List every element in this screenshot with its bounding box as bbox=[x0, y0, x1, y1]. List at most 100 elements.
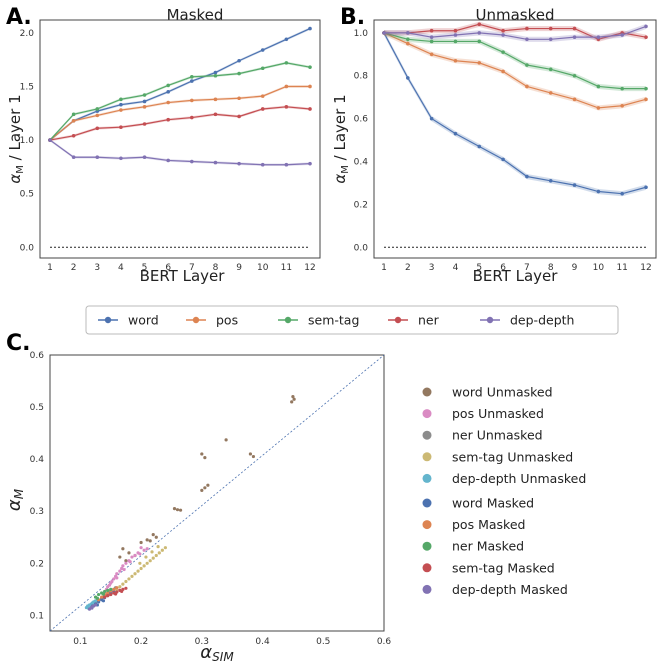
panel-a-ylabel: αM / Layer 1 bbox=[6, 94, 26, 183]
b-xtick: 4 bbox=[453, 263, 459, 273]
scatter-point bbox=[139, 540, 143, 545]
c-ytick: 0.1 bbox=[30, 611, 44, 621]
scatter-point bbox=[106, 588, 110, 592]
scatter-point bbox=[138, 561, 142, 565]
data-point-dep-depth bbox=[548, 37, 553, 42]
data-point-pos bbox=[620, 103, 624, 108]
data-point-dep-depth bbox=[237, 161, 241, 166]
scatter-point bbox=[118, 555, 122, 559]
scatter-point bbox=[124, 559, 128, 563]
data-point-dep-depth bbox=[166, 158, 170, 163]
scatter-point bbox=[101, 599, 106, 603]
data-point-word bbox=[501, 157, 505, 162]
c-xtick: 0.4 bbox=[255, 637, 270, 647]
data-point-dep-depth bbox=[477, 31, 482, 35]
legend-c-label: pos Unmasked bbox=[452, 406, 544, 421]
data-point-pos bbox=[95, 113, 100, 118]
scatter-point bbox=[124, 561, 128, 565]
data-point-ner bbox=[119, 125, 123, 130]
series-line-pos bbox=[383, 32, 647, 109]
data-point-pos bbox=[308, 84, 312, 89]
b-ytick: 1.0 bbox=[354, 29, 369, 39]
scatter-point bbox=[163, 546, 167, 550]
scatter-point bbox=[291, 395, 295, 399]
data-point-pos bbox=[406, 41, 410, 46]
series-band-word bbox=[50, 27, 310, 142]
scatter-point bbox=[175, 508, 180, 512]
scatter-point bbox=[121, 564, 125, 568]
panel-c-xlabel: αSIM bbox=[200, 642, 234, 664]
data-point-sem-tag bbox=[71, 112, 76, 117]
legend-c-marker bbox=[422, 520, 432, 530]
data-point-pos bbox=[119, 108, 123, 112]
data-point-dep-depth bbox=[644, 24, 648, 29]
series-band-pos bbox=[50, 85, 310, 142]
legend-c-label: dep-depth Unmasked bbox=[452, 471, 586, 486]
data-point-pos bbox=[596, 106, 601, 110]
panel-b-frame bbox=[373, 19, 657, 259]
data-point-sem-tag bbox=[284, 61, 289, 65]
panel-c: C. αSIM αM 0.1 0.2 0.3 0.4 0.5 0.60.10.20.30.… bbox=[4, 331, 391, 664]
data-point-dep-depth bbox=[71, 155, 76, 160]
data-point-dep-depth bbox=[284, 162, 289, 167]
legend-c-marker bbox=[422, 430, 432, 440]
data-point-word bbox=[477, 144, 482, 149]
data-point-dep-depth bbox=[308, 161, 312, 166]
data-point-dep-depth bbox=[190, 159, 194, 164]
data-point-sem-tag bbox=[237, 71, 241, 76]
data-point-sem-tag bbox=[525, 63, 529, 67]
series-line-sem-tag bbox=[383, 32, 646, 90]
c-xtick: 0.1 bbox=[73, 637, 87, 647]
data-point-dep-depth bbox=[429, 35, 434, 39]
scatter-point bbox=[106, 585, 110, 589]
legend-c-label: ner Unmasked bbox=[452, 428, 543, 443]
b-xtick: 1 bbox=[381, 263, 387, 273]
panel-c-ticks: 0.1 0.2 0.3 0.4 0.5 0.6 0.1 0.2 0.3 0.4 0.5 0.6 bbox=[30, 351, 392, 647]
data-point-dep-depth bbox=[48, 138, 52, 142]
scatter-point bbox=[130, 555, 134, 559]
scatter-point bbox=[128, 560, 132, 564]
scatter-point bbox=[100, 595, 104, 599]
scatter-point bbox=[112, 577, 116, 581]
data-point-word bbox=[429, 116, 434, 121]
legend-label-sem-tag: sem-tag bbox=[308, 313, 359, 328]
data-point-dep-depth bbox=[95, 155, 100, 160]
scatter-point bbox=[251, 454, 256, 459]
c-ytick: 0.4 bbox=[30, 455, 45, 465]
b-xtick: 8 bbox=[548, 263, 554, 273]
series-band-word bbox=[384, 30, 646, 197]
scatter-point bbox=[115, 572, 119, 576]
data-point-pos bbox=[501, 69, 505, 74]
scatter-point bbox=[203, 486, 207, 490]
scatter-point bbox=[121, 547, 125, 551]
scatter-point bbox=[203, 455, 207, 460]
scatter-point bbox=[120, 566, 124, 571]
data-point-sem-tag bbox=[406, 37, 410, 42]
scatter-point bbox=[200, 452, 204, 456]
data-point-pos bbox=[548, 91, 553, 95]
scatter-point bbox=[206, 483, 210, 487]
legend-c-marker bbox=[422, 409, 432, 419]
data-point-ner bbox=[644, 35, 648, 39]
scatter-point bbox=[113, 592, 118, 596]
diagonal-line bbox=[49, 354, 385, 632]
data-point-dep-depth bbox=[620, 33, 624, 37]
a-xtick: 12 bbox=[304, 263, 315, 273]
panel-a-frame bbox=[39, 19, 321, 259]
a-xtick: 3 bbox=[94, 263, 100, 273]
scatter-point bbox=[120, 589, 124, 594]
data-point-word bbox=[620, 191, 624, 196]
data-point-ner bbox=[501, 28, 505, 33]
data-point-ner bbox=[190, 115, 194, 120]
legend-c-marker bbox=[422, 387, 432, 397]
data-point-sem-tag bbox=[213, 73, 218, 78]
scatter-point bbox=[154, 535, 158, 539]
b-xtick: 10 bbox=[593, 263, 605, 273]
data-point-pos bbox=[213, 97, 218, 102]
scatter-point bbox=[200, 488, 204, 492]
data-point-word bbox=[119, 102, 123, 107]
series-line-sem-tag bbox=[49, 62, 311, 141]
b-xtick: 12 bbox=[640, 263, 651, 273]
